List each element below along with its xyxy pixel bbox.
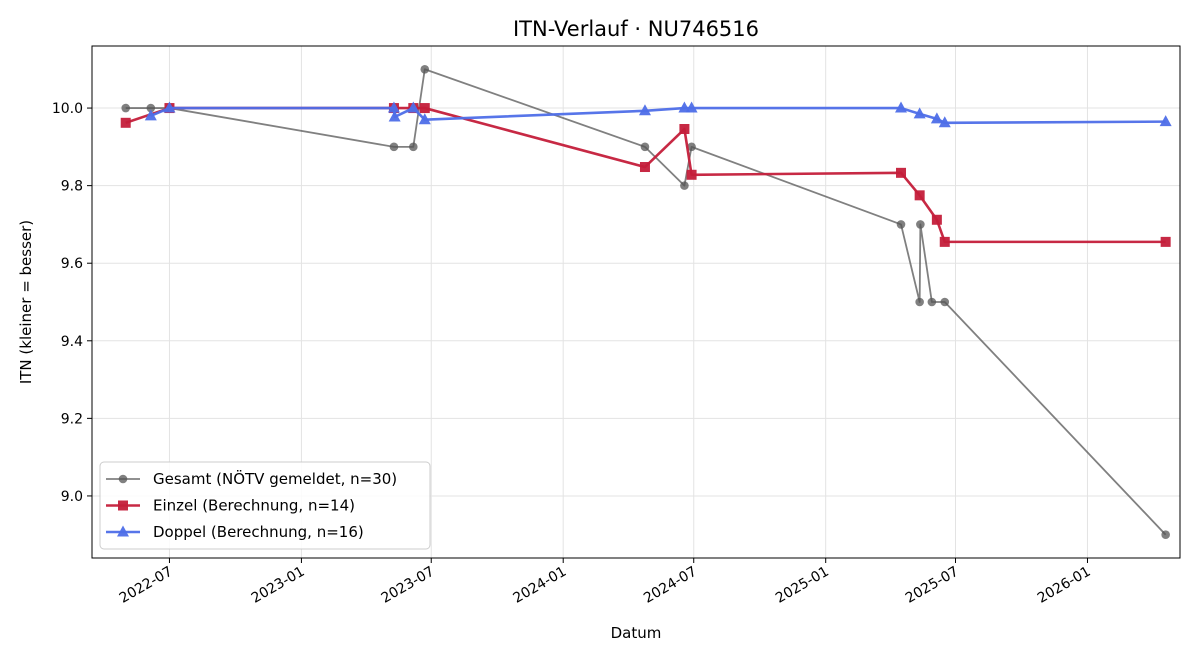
data-point	[896, 167, 907, 178]
data-point	[679, 124, 690, 135]
data-point	[639, 162, 650, 173]
legend-box	[99, 461, 431, 550]
data-point	[640, 142, 650, 152]
data-point	[686, 169, 697, 180]
x-tick-label: 2024-07	[641, 564, 700, 607]
y-tick-label: 9.0	[61, 489, 83, 505]
data-point	[931, 214, 942, 225]
data-point	[927, 297, 937, 307]
x-tick-label: 2023-07	[379, 564, 438, 607]
legend-entry: Gesamt (NÖTV gemeldet, n=30)	[106, 469, 397, 488]
x-axis: 2022-07 2023-01 2023-07 2024-01 2024-07 2025-…	[117, 558, 1094, 607]
series-line	[150, 106, 1166, 125]
data-point	[163, 101, 176, 113]
plot-frame	[91, 45, 1181, 559]
y-tick-label: 9.8	[61, 179, 83, 195]
legend-entry: Einzel (Berechnung, n=14)	[106, 497, 355, 515]
data-point	[939, 236, 950, 247]
x-tick-label: 2024-01	[511, 564, 570, 607]
data-point	[419, 103, 430, 114]
legend-label: Gesamt (NÖTV gemeldet, n=30)	[153, 469, 397, 488]
y-tick-label: 10.0	[52, 101, 83, 117]
legend-label: Doppel (Berechnung, n=16)	[153, 523, 364, 541]
y-tick-label: 9.4	[61, 334, 83, 350]
data-point	[680, 181, 689, 190]
y-axis-title: ITN (kleiner = besser)	[17, 220, 35, 384]
data-point	[895, 101, 908, 113]
data-point	[1161, 530, 1170, 540]
series-2	[144, 101, 1172, 128]
legend-entry: Doppel (Berechnung, n=16)	[106, 523, 364, 541]
data-point	[913, 107, 926, 119]
data-point	[916, 220, 925, 229]
data-point	[144, 109, 157, 121]
x-tick-label: 2025-01	[773, 564, 832, 607]
x-tick-label: 2022-07	[117, 564, 176, 607]
data-point	[638, 104, 651, 116]
data-point	[409, 142, 418, 152]
y-tick-label: 9.2	[61, 411, 83, 427]
data-point	[940, 297, 950, 307]
x-tick-label: 2026-01	[1035, 564, 1094, 607]
data-point	[418, 113, 431, 125]
data-point	[388, 110, 401, 122]
chart-title: ITN-Verlauf · NU746516	[513, 17, 759, 41]
data-point	[685, 101, 698, 113]
data-point	[938, 116, 951, 128]
data-point	[120, 117, 131, 128]
legend-label: Einzel (Berechnung, n=14)	[153, 497, 355, 515]
data-point	[146, 103, 156, 113]
data-point	[420, 64, 430, 74]
data-point	[389, 142, 399, 152]
data-point	[915, 297, 924, 307]
data-point	[1160, 236, 1171, 247]
series-0	[121, 64, 1170, 540]
data-point	[121, 103, 131, 113]
data-point	[407, 101, 420, 113]
y-tick-label: 9.6	[61, 256, 83, 272]
y-axis: 9.0 9.2 9.4 9.6 9.8 10.0	[52, 101, 92, 505]
grid	[92, 46, 1180, 558]
data-point	[930, 112, 943, 124]
x-axis-title: Datum	[611, 624, 662, 642]
legend-marker	[118, 500, 128, 511]
series-1	[120, 103, 1171, 247]
x-tick-label: 2025-07	[903, 564, 962, 607]
data-point	[387, 101, 400, 113]
data-point	[1159, 115, 1172, 127]
x-tick-label: 2023-01	[249, 564, 308, 607]
data-point	[896, 220, 906, 229]
legend: Gesamt (NÖTV gemeldet, n=30) Einzel (Bere…	[99, 461, 431, 550]
data-point	[914, 190, 925, 201]
data-point	[687, 142, 696, 152]
series-layer	[120, 64, 1172, 540]
legend-marker	[117, 525, 129, 537]
legend-marker	[118, 474, 128, 484]
